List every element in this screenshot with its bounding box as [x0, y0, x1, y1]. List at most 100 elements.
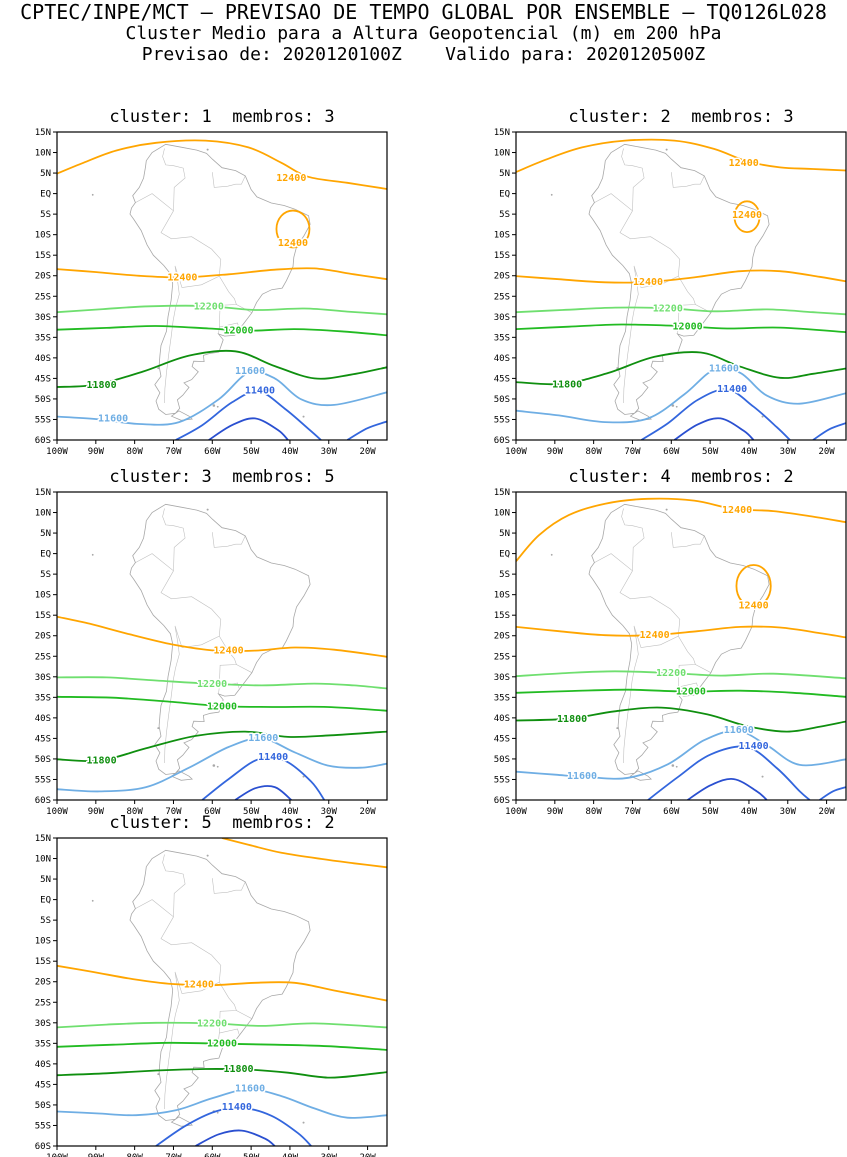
lon-tick-label: 100W [46, 807, 68, 817]
lon-tick-label: 20W [359, 807, 376, 817]
map-island [157, 727, 160, 730]
contour-label-11400: 11400 [739, 741, 769, 752]
contour-line-11800 [57, 730, 387, 763]
lat-tick-label: 5S [40, 570, 51, 580]
map-island [675, 405, 678, 408]
lon-tick-label: 60W [204, 447, 221, 457]
contour-label-12400: 12400 [640, 630, 670, 641]
lon-tick-label: 50W [243, 807, 260, 817]
contour-line-11200 [208, 417, 289, 440]
lat-tick-label: 45S [494, 734, 510, 744]
contour-layer [516, 138, 846, 440]
lon-tick-label: 20W [818, 807, 835, 817]
panel-cluster-3: cluster: 3 membros: 5 12400 12200 12000 1180… [23, 462, 397, 818]
panel-cluster-2: cluster: 2 membros: 3 12400 12400 12400 1220… [482, 102, 847, 458]
lat-tick-label: EQ [40, 896, 51, 906]
lon-tick-label: 30W [780, 807, 797, 817]
lat-tick-label: 5N [40, 875, 51, 885]
contour-label-11600: 11600 [724, 725, 754, 736]
map-island [671, 764, 675, 767]
lon-tick-label: 100W [505, 807, 527, 817]
contour-line-11800 [516, 351, 846, 386]
lat-tick-label: 50S [35, 395, 51, 405]
lon-tick-label: 40W [741, 807, 758, 817]
lat-tick-label: 30S [35, 313, 51, 323]
contour-label-11800: 11800 [86, 756, 116, 767]
map-island [216, 765, 219, 768]
contour-line-12400 [516, 497, 846, 562]
contour-line-12000 [57, 1041, 387, 1051]
panel-cluster-1: cluster: 1 membros: 3 12400 12400 12400 1220… [23, 102, 397, 458]
contour-line-11800 [57, 1068, 387, 1079]
contour-line-11400 [640, 388, 791, 440]
lat-tick-label: 60S [35, 1142, 51, 1152]
lat-tick-label: 10S [35, 591, 51, 601]
map-island [91, 553, 94, 556]
lon-tick-label: 80W [127, 807, 144, 817]
contour-line-12400 [516, 269, 846, 284]
map-island [157, 367, 160, 370]
lat-tick-label: 20S [35, 978, 51, 988]
panel-map-svg: 12400 12400 12400 12200 12000 11800 11600 11600… [494, 488, 847, 817]
map-island [550, 193, 553, 196]
contour-label-12400: 12400 [214, 645, 244, 656]
map-island [212, 404, 216, 407]
contour-line-11600 [57, 370, 387, 426]
lat-tick-label: EQ [40, 550, 51, 560]
contour-line-11200 [687, 778, 768, 800]
map-island [550, 553, 553, 556]
map-island [675, 765, 678, 768]
panel-cluster-5: cluster: 5 membros: 2 12400 12200 12000 1180… [23, 808, 397, 1157]
map-island [157, 1073, 160, 1076]
lon-tick-label: 90W [88, 1153, 105, 1157]
contour-label-12200: 12200 [197, 679, 227, 690]
contour-label-12000: 12000 [207, 1039, 237, 1050]
contour-label-12400: 12400 [633, 277, 663, 288]
lon-tick-label: 70W [624, 807, 641, 817]
lon-tick-label: 90W [88, 807, 105, 817]
lat-tick-label: 25S [494, 292, 510, 302]
lat-tick-label: 10N [35, 855, 51, 865]
lon-tick-label: 20W [359, 1153, 376, 1157]
map-country-borders [594, 148, 712, 404]
contour-layer [57, 139, 387, 440]
contour-line-12000 [516, 323, 846, 334]
lat-tick-label: 60S [35, 436, 51, 446]
contour-label-11600: 11600 [709, 364, 739, 375]
lon-tick-label: 80W [127, 447, 144, 457]
panel-cluster-4: cluster: 4 membros: 2 12400 12400 12400 1220… [482, 462, 847, 818]
lat-tick-label: 15S [494, 611, 510, 621]
lat-tick-label: 5S [40, 210, 51, 220]
plot-frame [515, 491, 847, 801]
map-country-borders [135, 508, 253, 764]
lat-tick-label: 45S [35, 734, 51, 744]
contour-label-12200: 12200 [653, 303, 683, 314]
lon-tick-label: 30W [780, 447, 797, 457]
lat-tick-label: 10S [494, 591, 510, 601]
lat-tick-label: 20S [35, 272, 51, 282]
contour-line-12400 [221, 838, 387, 869]
lat-tick-label: 15S [35, 957, 51, 967]
contour-label-11600: 11600 [248, 733, 278, 744]
map-island [665, 508, 668, 511]
contour-line-11400 [201, 756, 326, 800]
map-island [302, 415, 305, 418]
lat-tick-label: 10S [35, 231, 51, 241]
lat-tick-label: 15S [494, 251, 510, 261]
contour-line-12200 [516, 670, 846, 680]
lat-tick-label: 50S [35, 1101, 51, 1111]
lat-tick-label: 15N [35, 488, 51, 498]
lon-tick-label: 30W [321, 807, 338, 817]
lat-tick-label: EQ [499, 550, 510, 560]
lon-tick-label: 80W [586, 447, 603, 457]
chart-header: CPTEC/INPE/MCT — PREVISAO DE TEMPO GLOBA… [0, 1, 847, 65]
contour-line-11600 [516, 367, 846, 424]
contour-label-12000: 12000 [207, 701, 237, 712]
lat-tick-label: 5S [40, 916, 51, 926]
lat-tick-label: 10N [35, 509, 51, 519]
axes-layer: 15N 10N 5N EQ 5S 10S 15S 20S 25S 30S 35S 40S 45S 50S 5… [35, 488, 377, 817]
contour-label-12400: 12400 [729, 158, 759, 169]
map-coastline [588, 503, 770, 781]
lat-tick-label: 15N [494, 128, 510, 138]
